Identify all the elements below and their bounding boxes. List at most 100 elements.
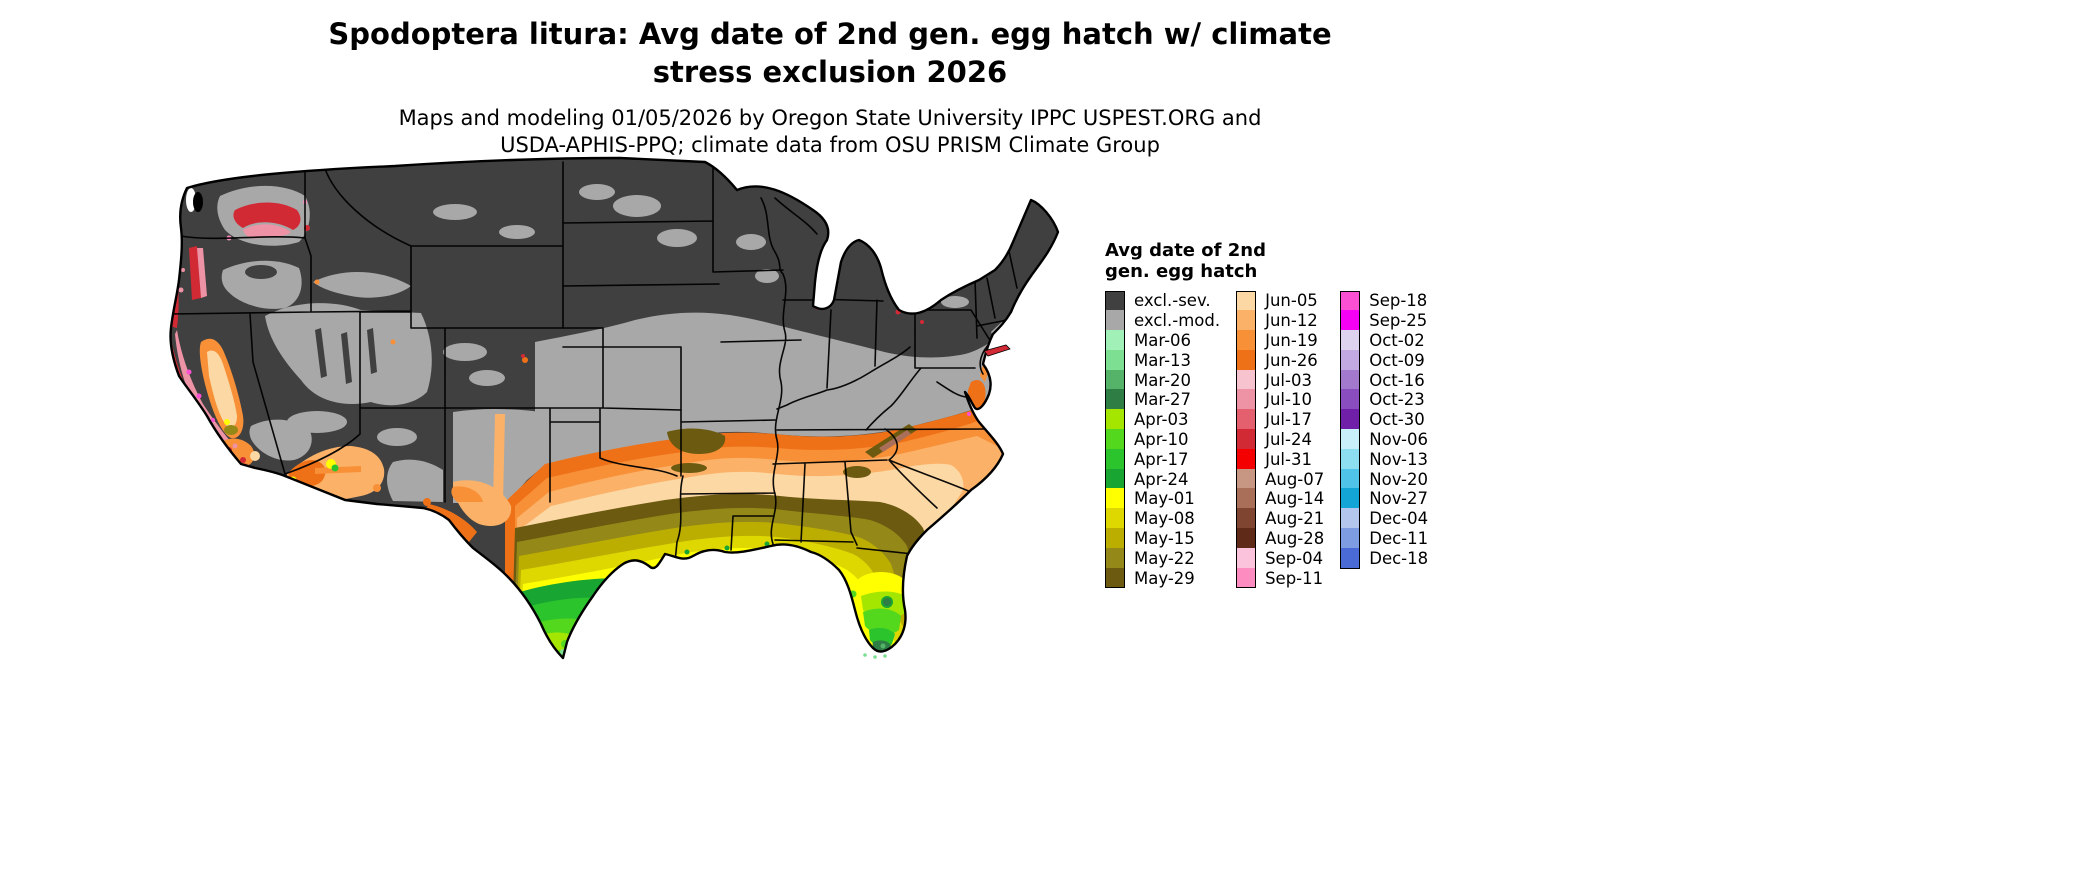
map-patch-jul24 (1004, 325, 1008, 329)
map-patch-exclmod (941, 296, 969, 308)
legend-swatch (1105, 291, 1125, 312)
legend-swatch (1340, 409, 1361, 431)
legend-label: Sep-04 (1265, 548, 1324, 568)
map-patch-exclmod (613, 195, 661, 217)
legend-label: excl.-sev. (1134, 291, 1211, 311)
legend-swatch (1236, 508, 1257, 530)
legend-label: Mar-06 (1134, 331, 1192, 351)
page-title: Spodoptera litura: Avg date of 2nd gen. … (180, 16, 1480, 91)
legend-row: May-01 (1105, 488, 1220, 510)
legend-swatch (1105, 389, 1125, 411)
legend-row: Apr-10 (1105, 429, 1220, 450)
legend-row: Aug-14 (1236, 488, 1324, 510)
legend-row: Apr-03 (1105, 409, 1220, 431)
legend-title-line1: Avg date of 2nd (1105, 240, 1266, 261)
legend-label: Nov-13 (1369, 449, 1428, 469)
legend-row: May-22 (1105, 547, 1220, 569)
legend-label: Aug-28 (1265, 529, 1325, 549)
legend-swatch (1236, 369, 1257, 391)
map-patch-jul24 (240, 457, 246, 463)
legend-swatch (1105, 369, 1125, 391)
legend-label: Jul-24 (1265, 430, 1312, 450)
legend-row: Oct-16 (1340, 369, 1428, 391)
legend-swatch (1105, 528, 1125, 549)
map-fl-apr10 (863, 608, 901, 635)
legend: Avg date of 2nd gen. egg hatch excl.-sev.… (1105, 240, 1429, 589)
legend-label: Oct-09 (1369, 350, 1425, 370)
legend-label: Jul-17 (1265, 410, 1312, 430)
map-nm-riogrande (493, 414, 505, 502)
legend-row: Dec-18 (1340, 547, 1429, 569)
legend-swatch (1105, 409, 1125, 431)
legend-column: Sep-18 Sep-25 Oct-02 Oct-09 Oct-16 Oct-23 Oct-… (1340, 291, 1429, 569)
legend-row: Oct-02 (1340, 330, 1428, 351)
legend-label: Aug-07 (1265, 469, 1325, 489)
legend-title-line2: gen. egg hatch (1105, 261, 1258, 283)
map-ca-valley-core (207, 350, 237, 428)
legend-label: Mar-27 (1134, 390, 1192, 410)
legend-swatch (1236, 488, 1257, 510)
legend-label: Sep-11 (1265, 568, 1324, 588)
map-patch-exclmod (469, 370, 505, 386)
legend-row: Aug-28 (1236, 528, 1325, 549)
legend-swatch (1340, 448, 1361, 470)
legend-swatch (1340, 310, 1361, 332)
legend-row: Apr-17 (1105, 448, 1220, 470)
legend-row: excl.-mod. (1105, 310, 1220, 332)
legend-row: Apr-24 (1105, 468, 1220, 490)
legend-swatch (1236, 291, 1257, 312)
legend-swatch (1236, 448, 1257, 470)
map-patch-jul10 (181, 268, 185, 272)
map-patch-exclmod (755, 269, 779, 283)
legend-row: Mar-27 (1105, 389, 1220, 411)
legend-row: Dec-04 (1340, 508, 1428, 530)
legend-swatch (1236, 409, 1257, 431)
legend-row: Sep-25 (1340, 310, 1428, 332)
map-patch-sep18 (211, 418, 215, 422)
map-patch-exclmod (287, 411, 347, 433)
legend-swatch (1236, 429, 1257, 450)
map-patch-sep18 (196, 393, 202, 399)
legend-swatch (1236, 547, 1257, 569)
us-outline (169, 156, 1060, 660)
map-willamette-pink (197, 248, 207, 298)
legend-label: Oct-16 (1369, 370, 1425, 390)
legend-swatch (1340, 389, 1361, 411)
map-patch-sep18 (967, 412, 971, 416)
map-region-excl-mod-snake (313, 271, 411, 298)
legend-row: Jul-17 (1236, 409, 1324, 431)
legend-swatch (1105, 508, 1125, 530)
legend-swatch (1105, 429, 1125, 450)
state-borders-west (170, 161, 682, 503)
legend-row: Oct-23 (1340, 389, 1428, 411)
map-swnm-orange (451, 486, 483, 502)
map-patch-may29 (843, 466, 871, 478)
legend-row: Nov-20 (1340, 468, 1428, 490)
legend-swatch (1236, 528, 1257, 549)
legend-label: Dec-18 (1369, 548, 1429, 568)
map-appalachia-brown (879, 430, 911, 452)
legend-row: May-08 (1105, 508, 1220, 530)
legend-row: Sep-18 (1340, 291, 1428, 312)
map-patch-jul10 (178, 287, 184, 293)
legend-swatch (1340, 488, 1361, 510)
islands (863, 344, 1011, 659)
map-patch-mar27 (883, 598, 891, 606)
legend-row: Jun-12 (1236, 310, 1324, 332)
long-island (983, 344, 1011, 357)
map-fill-layers (170, 158, 1059, 658)
us-map (165, 150, 1065, 666)
legend-swatch (1340, 349, 1361, 371)
legend-swatch (1236, 349, 1257, 371)
legend-swatch (1105, 488, 1125, 510)
legend-label: May-01 (1134, 489, 1195, 509)
legend-label: Apr-03 (1134, 410, 1189, 430)
map-gila-strip (315, 466, 361, 474)
legend-label: Jul-31 (1265, 449, 1312, 469)
map-patch-sep18 (186, 369, 192, 375)
legend-row: Jul-24 (1236, 429, 1324, 450)
legend-swatch (1236, 310, 1257, 332)
map-patch-mar20 (880, 643, 886, 649)
map-ca-coast-pink (175, 330, 231, 448)
legend-row: Aug-21 (1236, 508, 1324, 530)
